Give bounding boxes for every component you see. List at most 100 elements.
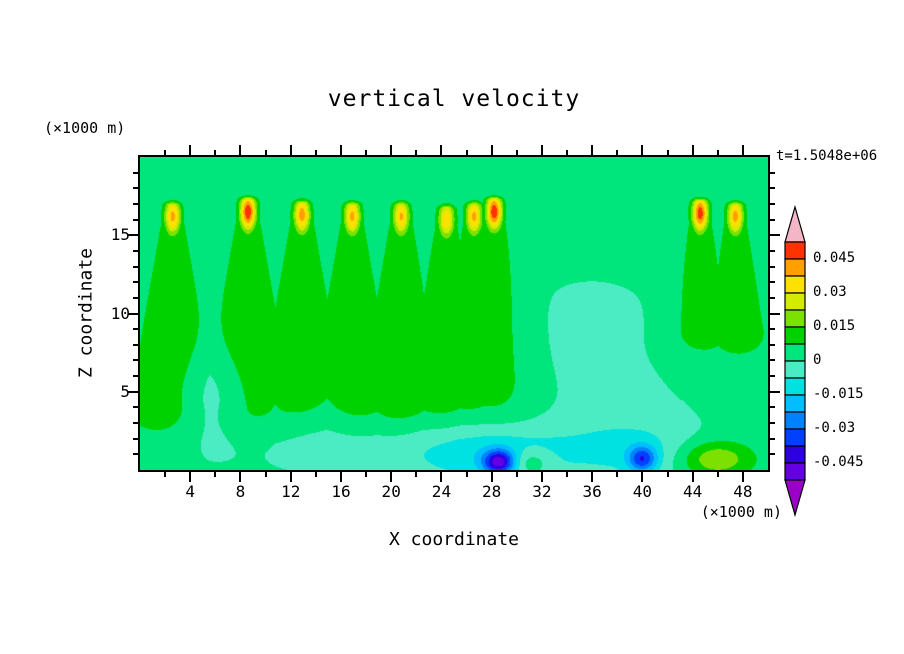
tick-mark bbox=[490, 145, 493, 155]
x-tick-label: 24 bbox=[431, 482, 452, 501]
tick-mark bbox=[314, 472, 317, 477]
tick-mark bbox=[214, 150, 217, 155]
tick-mark bbox=[641, 145, 644, 155]
tick-mark bbox=[128, 390, 138, 393]
colorbar-down-arrow bbox=[784, 479, 806, 517]
tick-mark bbox=[289, 145, 292, 155]
tick-mark bbox=[490, 472, 493, 482]
tick-mark bbox=[415, 472, 418, 477]
tick-mark bbox=[440, 472, 443, 482]
tick-mark bbox=[390, 472, 393, 482]
x-tick-label: 36 bbox=[582, 482, 602, 501]
tick-mark bbox=[133, 171, 138, 174]
tick-mark bbox=[289, 472, 292, 482]
y-tick-label: 15 bbox=[110, 225, 130, 245]
tick-mark bbox=[264, 472, 267, 477]
tick-mark bbox=[770, 265, 775, 268]
tick-mark bbox=[133, 328, 138, 331]
colorbar-band bbox=[784, 275, 806, 294]
tick-mark bbox=[616, 150, 619, 155]
tick-mark bbox=[515, 150, 518, 155]
tick-mark bbox=[770, 171, 775, 174]
colorbar-band bbox=[784, 462, 806, 481]
colorbar-band bbox=[784, 428, 806, 447]
tick-mark bbox=[716, 150, 719, 155]
x-tick-label: 44 bbox=[682, 482, 703, 501]
colorbar bbox=[784, 205, 806, 517]
tick-mark bbox=[691, 145, 694, 155]
tick-mark bbox=[189, 472, 192, 482]
tick-mark bbox=[666, 472, 669, 477]
time-annotation: t=1.5048e+06 bbox=[776, 148, 878, 164]
contour-field-canvas bbox=[140, 157, 768, 470]
tick-mark bbox=[566, 472, 569, 477]
tick-mark bbox=[365, 150, 368, 155]
x-tick-label: 4 bbox=[185, 482, 196, 501]
x-axis-unit-label: (×1000 m) bbox=[700, 503, 782, 521]
tick-mark bbox=[440, 145, 443, 155]
tick-mark bbox=[415, 150, 418, 155]
y-tick-label: 10 bbox=[110, 303, 130, 323]
tick-mark bbox=[770, 453, 775, 456]
x-tick-label: 28 bbox=[482, 482, 502, 501]
tick-mark bbox=[770, 422, 775, 425]
tick-mark bbox=[239, 145, 242, 155]
tick-mark bbox=[591, 145, 594, 155]
tick-mark bbox=[133, 453, 138, 456]
tick-mark bbox=[770, 406, 775, 409]
tick-mark bbox=[339, 472, 342, 482]
colorbar-band bbox=[784, 377, 806, 396]
tick-mark bbox=[133, 187, 138, 190]
tick-mark bbox=[390, 145, 393, 155]
tick-mark bbox=[264, 150, 267, 155]
colorbar-band bbox=[784, 326, 806, 345]
tick-mark bbox=[133, 218, 138, 221]
colorbar-band bbox=[784, 360, 806, 379]
tick-mark bbox=[591, 472, 594, 482]
colorbar-band bbox=[784, 394, 806, 413]
chart-title: vertical velocity bbox=[327, 86, 581, 112]
x-tick-label: 20 bbox=[381, 482, 401, 501]
tick-mark bbox=[770, 187, 775, 190]
tick-mark bbox=[770, 343, 775, 346]
tick-mark bbox=[770, 281, 775, 284]
tick-mark bbox=[770, 296, 775, 299]
tick-mark bbox=[133, 343, 138, 346]
tick-mark bbox=[164, 150, 167, 155]
tick-mark bbox=[339, 145, 342, 155]
tick-mark bbox=[239, 472, 242, 482]
tick-mark bbox=[133, 359, 138, 362]
tick-mark bbox=[133, 406, 138, 409]
tick-mark bbox=[540, 145, 543, 155]
tick-mark bbox=[770, 390, 780, 393]
colorbar-band bbox=[784, 309, 806, 328]
tick-mark bbox=[189, 145, 192, 155]
colorbar-band bbox=[784, 411, 806, 430]
x-tick-label: 32 bbox=[532, 482, 552, 501]
colorbar-band bbox=[784, 241, 806, 260]
tick-mark bbox=[515, 472, 518, 477]
contour-plot-area bbox=[138, 155, 770, 472]
tick-mark bbox=[164, 472, 167, 477]
x-tick-label: 40 bbox=[632, 482, 653, 501]
tick-mark bbox=[770, 359, 775, 362]
tick-mark bbox=[214, 472, 217, 477]
colorbar-label: 0.045 bbox=[813, 250, 856, 266]
tick-mark bbox=[465, 472, 468, 477]
tick-mark bbox=[133, 422, 138, 425]
colorbar-band bbox=[784, 292, 806, 311]
colorbar-label: 0.015 bbox=[813, 318, 856, 334]
tick-mark bbox=[566, 150, 569, 155]
tick-mark bbox=[465, 150, 468, 155]
tick-mark bbox=[770, 328, 775, 331]
tick-mark bbox=[770, 218, 775, 221]
tick-mark bbox=[133, 296, 138, 299]
tick-mark bbox=[641, 472, 644, 482]
colorbar-label: 0.03 bbox=[813, 284, 847, 300]
tick-mark bbox=[666, 150, 669, 155]
tick-mark bbox=[741, 145, 744, 155]
colorbar-label: -0.015 bbox=[813, 386, 864, 402]
colorbar-label: 0 bbox=[813, 352, 822, 368]
tick-mark bbox=[133, 375, 138, 378]
